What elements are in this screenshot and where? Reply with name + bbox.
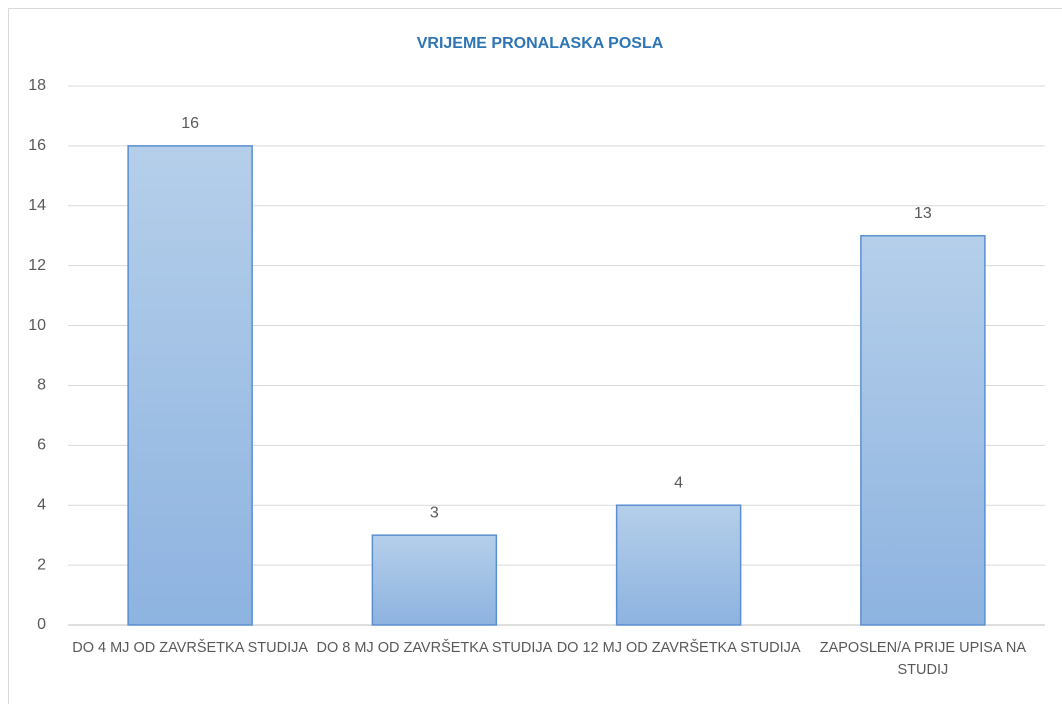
x-tick-label-box: ZAPOSLEN/A PRIJE UPISA NA STUDIJ	[819, 640, 1027, 678]
y-tick-label: 14	[28, 197, 46, 214]
y-tick-label: 6	[37, 437, 46, 454]
y-tick-label: 4	[37, 496, 46, 513]
chart-title: VRIJEME PRONALASKA POSLA	[417, 35, 664, 52]
data-label: 3	[430, 504, 439, 521]
x-tick-label: ZAPOSLEN/A PRIJE UPISA NA STUDIJ	[819, 640, 1027, 678]
x-tick-label-box: DO 8 MJ OD ZAVRŠETKA STUDIJA	[316, 640, 553, 656]
y-tick-label: 16	[28, 137, 46, 154]
x-tick-label: DO 8 MJ OD ZAVRŠETKA STUDIJA	[316, 640, 553, 656]
x-tick-label-box: DO 12 MJ OD ZAVRŠETKA STUDIJA	[556, 640, 801, 656]
data-label: 13	[914, 205, 932, 222]
bar	[371, 534, 498, 626]
bar	[860, 234, 986, 626]
y-tick-label: 0	[37, 616, 46, 633]
x-tick-label-box: DO 4 MJ OD ZAVRŠETKA STUDIJA	[72, 640, 309, 656]
y-tick-label: 8	[37, 377, 46, 394]
data-label: 4	[674, 474, 683, 491]
y-tick-label: 12	[28, 257, 46, 274]
y-tick-label: 10	[28, 317, 46, 334]
bar	[615, 504, 742, 626]
y-tick-label: 18	[28, 77, 46, 94]
y-tick-label: 2	[37, 556, 46, 573]
data-label: 16	[181, 115, 199, 132]
bar	[127, 145, 253, 626]
x-tick-label: DO 4 MJ OD ZAVRŠETKA STUDIJA	[72, 640, 309, 656]
x-tick-label: DO 12 MJ OD ZAVRŠETKA STUDIJA	[556, 640, 801, 656]
